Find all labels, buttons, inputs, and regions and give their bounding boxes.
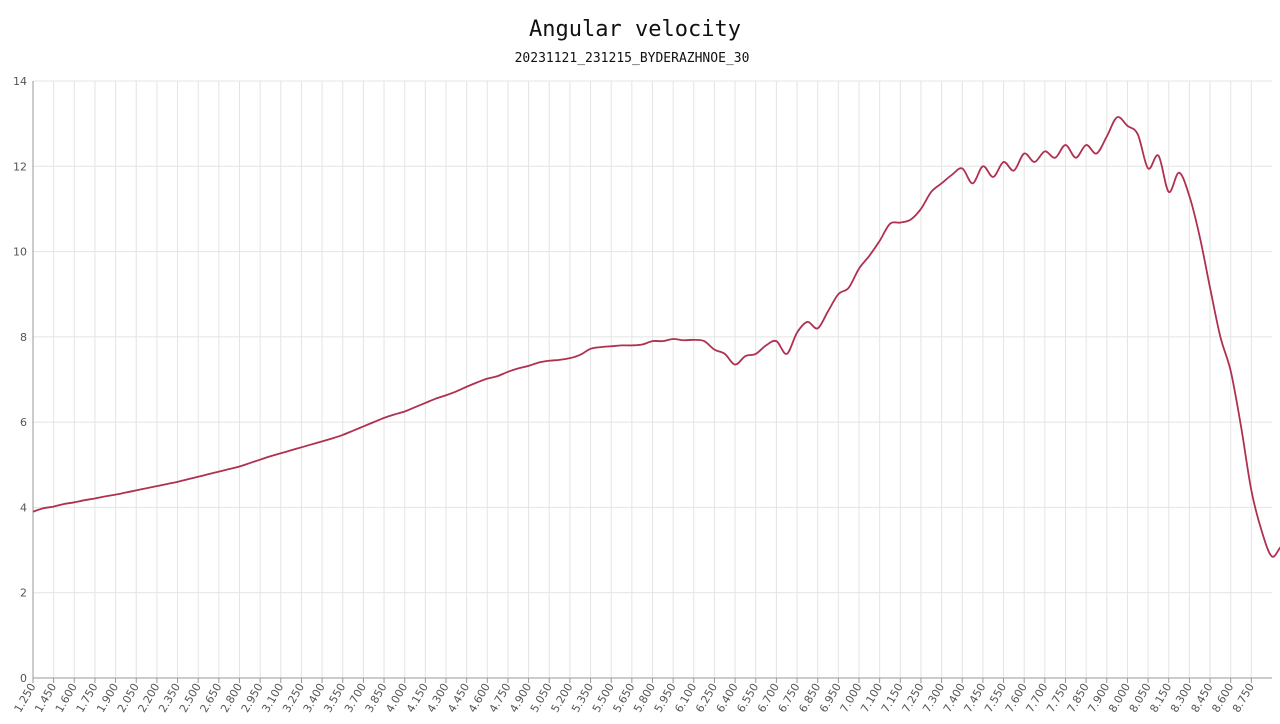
grid [32,80,1272,683]
data-line [32,116,1280,558]
x-tick-label: 8.750 [1230,681,1257,715]
y-tick-label: 0 [20,672,27,685]
chart-subtitle: 20231121_231215_BYDERAZHNOE_30 [515,51,750,66]
chart-title: Angular velocity [529,17,741,42]
y-tick-label: 8 [20,331,27,344]
y-tick-label: 10 [13,246,27,259]
y-tick-label: 12 [13,160,27,173]
y-tick-label: 14 [13,75,27,88]
y-tick-label: 6 [20,416,27,429]
y-tick-label: 2 [20,587,27,600]
plot [32,116,1280,558]
y-tick-label: 4 [20,501,27,514]
